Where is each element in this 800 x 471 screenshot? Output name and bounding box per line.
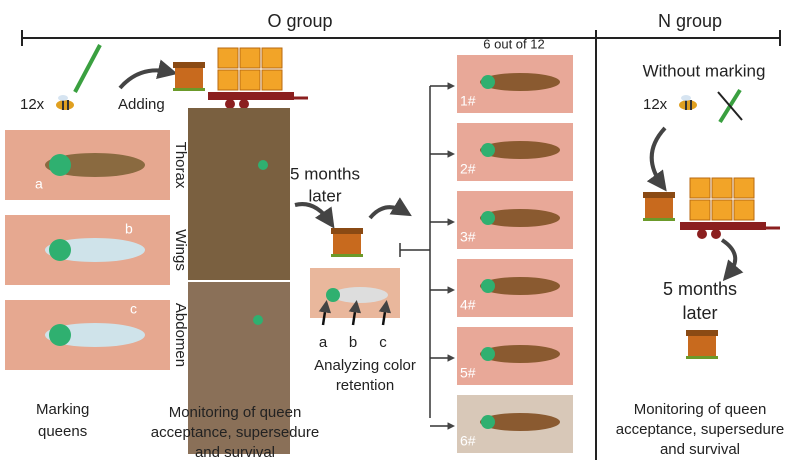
- monitoring-label: Monitoring of queen: [634, 401, 767, 418]
- photo-hive: [188, 108, 290, 454]
- crossed-pen: [717, 88, 743, 124]
- trailer-icon: [678, 176, 782, 241]
- queen-body: [480, 413, 560, 431]
- monitoring-label: and survival: [660, 441, 740, 458]
- group-axis: [21, 30, 781, 460]
- retention-letter: a: [319, 334, 328, 351]
- hive-icon: [331, 228, 363, 257]
- color-mark: [481, 75, 495, 89]
- bee-icon: [55, 94, 75, 111]
- arrow: [646, 126, 667, 192]
- o-group-title: O group: [267, 11, 332, 31]
- queen-body: [480, 141, 560, 159]
- delay-label: 5 months: [663, 279, 737, 299]
- monitoring-label: acceptance, supersedure: [151, 424, 319, 441]
- marking-label: Marking: [36, 401, 89, 418]
- queen-label: 4#: [460, 297, 476, 313]
- queen-body: [480, 345, 560, 363]
- site-label: Thorax: [172, 142, 189, 189]
- pointer-arrow: [378, 300, 392, 326]
- arrow: [118, 59, 178, 90]
- retention-label: Analyzing color: [314, 357, 416, 374]
- delay-label: later: [308, 186, 341, 205]
- color-mark: [481, 415, 495, 429]
- pointer-arrow: [318, 300, 332, 326]
- adding-label: Adding: [118, 96, 165, 113]
- sample-label: 6 out of 12: [483, 36, 544, 51]
- color-mark: [481, 279, 495, 293]
- queen-body: [480, 209, 560, 227]
- delay-label: 5 months: [290, 164, 360, 183]
- queen-label: 1#: [460, 93, 476, 109]
- trailer-icon: [206, 46, 310, 111]
- color-mark: [49, 239, 71, 261]
- queen-body: [45, 153, 145, 177]
- pointer-arrow: [348, 300, 362, 326]
- arrow: [294, 202, 335, 229]
- queen-body: [480, 73, 560, 91]
- queen-body: [45, 323, 145, 347]
- color-mark: [49, 154, 71, 176]
- n-group-title: N group: [658, 11, 722, 31]
- queen-label: 6#: [460, 433, 476, 449]
- monitoring-label: and survival: [195, 444, 275, 461]
- marking-label: queens: [38, 423, 87, 440]
- hive-icon: [173, 62, 205, 91]
- count: 12x: [643, 96, 668, 113]
- queen-label: 5#: [460, 365, 476, 381]
- site-label: Abdomen: [172, 303, 189, 367]
- retention-label: retention: [336, 377, 394, 394]
- queen-body: [45, 238, 145, 262]
- queen-body: [480, 277, 560, 295]
- monitoring-label: acceptance, supersedure: [616, 421, 784, 438]
- color-mark: [481, 143, 495, 157]
- without-label: Without marking: [643, 61, 766, 80]
- bee-icon: [678, 94, 698, 111]
- marker-pen: [73, 44, 102, 93]
- bracket: [399, 86, 431, 418]
- site-letter: c: [130, 301, 137, 317]
- count: 12x: [20, 96, 45, 113]
- color-mark: [481, 211, 495, 225]
- monitoring-label: Monitoring of queen: [169, 404, 302, 421]
- site-label: Wings: [172, 229, 189, 271]
- delay-label: later: [682, 303, 717, 323]
- arrow: [368, 197, 412, 220]
- retention-letter: b: [349, 334, 357, 351]
- queen-label: 3#: [460, 229, 476, 245]
- retention-letter: c: [379, 334, 387, 351]
- site-letter: b: [125, 221, 133, 237]
- queen-label: 2#: [460, 161, 476, 177]
- hive-icon: [686, 330, 718, 359]
- site-letter: a: [35, 176, 43, 192]
- hive-icon: [643, 192, 675, 221]
- color-mark: [481, 347, 495, 361]
- arrow: [720, 238, 744, 282]
- color-mark: [49, 324, 71, 346]
